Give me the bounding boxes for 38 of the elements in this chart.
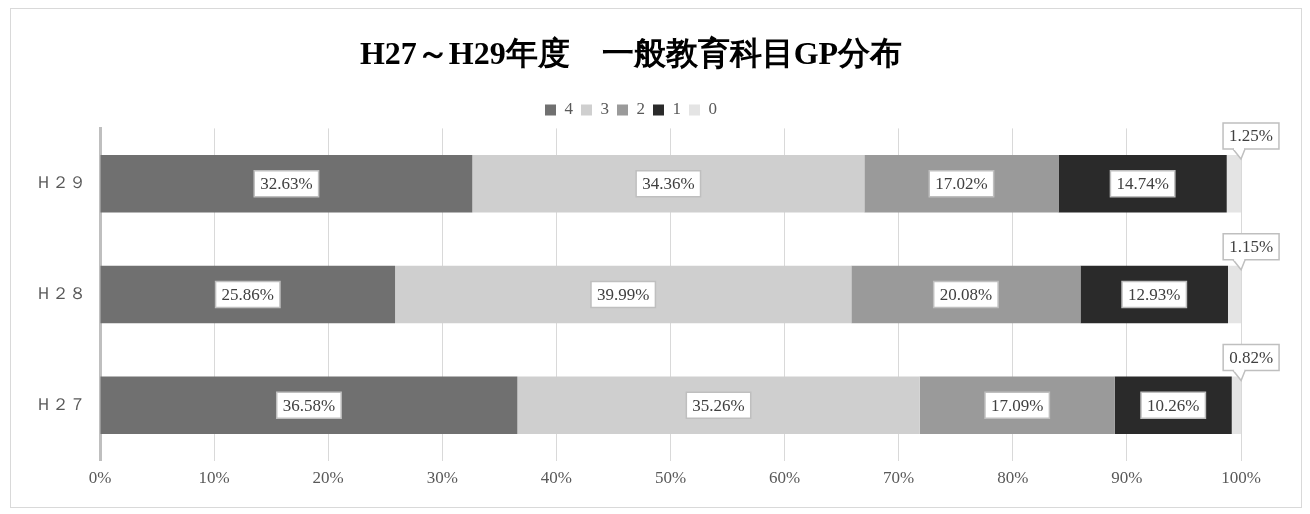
x-tick-label: 80% xyxy=(997,468,1029,488)
legend-label: 0 xyxy=(708,99,717,119)
data-label: 36.58% xyxy=(282,395,336,415)
data-label: 12.93% xyxy=(1128,284,1181,304)
y-tick-label: Ｈ２９ xyxy=(35,173,86,193)
data-label: 10.26% xyxy=(1147,395,1200,415)
data-label: 39.99% xyxy=(596,284,650,304)
x-tick-label: 70% xyxy=(883,468,915,488)
data-label: 25.86% xyxy=(221,284,274,304)
data-label: 1.15% xyxy=(1229,237,1274,257)
x-tick-label: 50% xyxy=(654,468,687,488)
data-label: 32.63% xyxy=(260,174,313,194)
x-tick-label: 20% xyxy=(312,468,344,488)
x-tick-label: 30% xyxy=(426,468,458,488)
x-tick-label: 90% xyxy=(1111,468,1143,488)
data-label: 17.09% xyxy=(990,395,1044,415)
legend-label: 3 xyxy=(600,99,609,119)
y-tick-label: Ｈ２８ xyxy=(35,283,86,303)
y-tick-label: Ｈ２７ xyxy=(35,394,86,414)
legend-label: 1 xyxy=(672,99,681,119)
x-tick-label: 60% xyxy=(769,468,801,488)
data-label: 20.08% xyxy=(939,284,993,304)
data-label: 1.25% xyxy=(1229,126,1273,146)
x-tick-label: 40% xyxy=(540,468,572,488)
x-tick-label: 100% xyxy=(1221,468,1261,488)
data-label: 17.02% xyxy=(935,174,988,194)
data-label: 0.82% xyxy=(1229,347,1274,367)
x-tick-label: 10% xyxy=(198,468,230,488)
data-label: 14.74% xyxy=(1116,174,1169,194)
legend-label: 4 xyxy=(564,99,574,119)
bar xyxy=(100,265,396,324)
bar xyxy=(100,376,518,435)
bar xyxy=(100,154,473,213)
data-label: 35.26% xyxy=(692,395,745,415)
chart-title: H27～H29年度 一般教育科目GP分布 xyxy=(359,35,903,72)
x-tick-label: 0% xyxy=(88,468,112,488)
data-label: 34.36% xyxy=(642,174,695,194)
legend-label: 2 xyxy=(636,99,645,119)
